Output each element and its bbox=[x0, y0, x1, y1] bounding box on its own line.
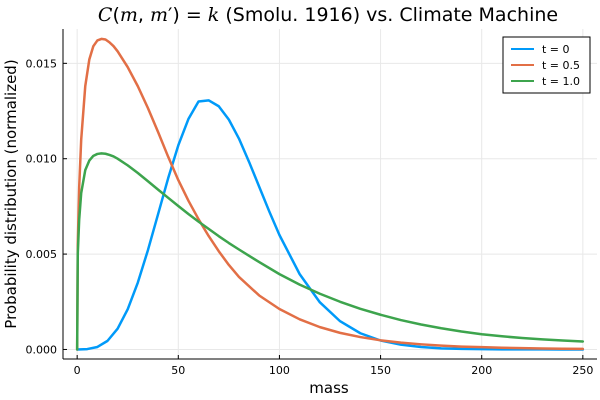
y-tick-label: 0.005 bbox=[26, 248, 58, 261]
title-m2: m bbox=[150, 4, 168, 26]
title-close-paren: ) bbox=[172, 4, 179, 26]
tick-labels: 0 50 100 150 200 250 0.000 0.005 0.010 0.015 bbox=[26, 57, 594, 377]
x-tick-label: 150 bbox=[370, 364, 391, 377]
y-axis-label: Probability distribution (normalized) bbox=[2, 59, 20, 328]
legend-label-1: t = 0.5 bbox=[542, 59, 580, 72]
legend: t = 0 t = 0.5 t = 1.0 bbox=[502, 36, 591, 94]
x-tick-label: 50 bbox=[171, 364, 185, 377]
chart-title: C(m, m′) = k (Smolu. 1916) vs. Climate M… bbox=[98, 4, 558, 26]
title-func: C bbox=[98, 4, 113, 26]
y-tick-label: 0.010 bbox=[26, 153, 58, 166]
series-layer bbox=[75, 37, 585, 351]
title-k: k bbox=[208, 4, 220, 26]
x-tick-label: 100 bbox=[269, 364, 290, 377]
x-tick-label: 200 bbox=[471, 364, 492, 377]
axes bbox=[62, 29, 597, 360]
title-comma: , bbox=[138, 4, 150, 26]
x-tick-label: 0 bbox=[74, 364, 81, 377]
series-line-0 bbox=[75, 99, 585, 351]
y-tick-label: 0.015 bbox=[26, 57, 58, 70]
title-open-paren: ( bbox=[112, 4, 119, 26]
x-tick-label: 250 bbox=[572, 364, 593, 377]
title-equals: = bbox=[180, 4, 208, 26]
x-axis-label: mass bbox=[309, 379, 349, 397]
series-line-1 bbox=[75, 37, 585, 351]
y-tick-label: 0.000 bbox=[26, 343, 58, 356]
title-prime: ′ bbox=[168, 4, 172, 26]
title-rest: (Smolu. 1916) vs. Climate Machine bbox=[219, 4, 558, 26]
legend-label-0: t = 0 bbox=[542, 43, 570, 56]
legend-label-2: t = 1.0 bbox=[542, 75, 580, 88]
title-m1: m bbox=[120, 4, 138, 26]
series-line-2 bbox=[75, 152, 585, 351]
